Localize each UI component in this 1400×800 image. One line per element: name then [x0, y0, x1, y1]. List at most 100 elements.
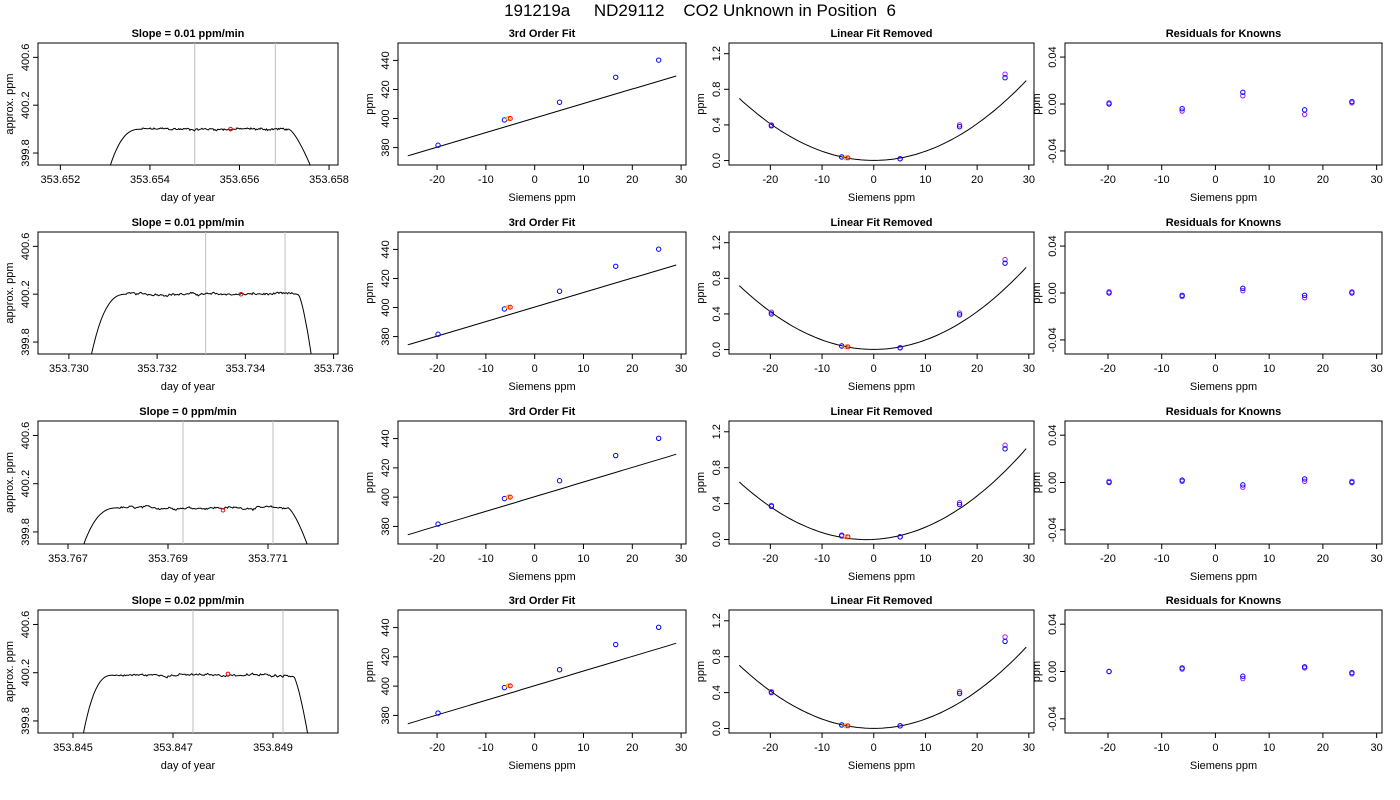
known-point-alt [1002, 442, 1008, 448]
y-tick-label: 0.00 [1047, 93, 1059, 114]
panel-title: Slope = 0.01 ppm/min [132, 28, 245, 40]
panel-title: Slope = 0.01 ppm/min [132, 217, 245, 229]
y-tick-label: 420 [380, 648, 392, 666]
known-point [768, 503, 775, 509]
plot-frame [37, 420, 339, 545]
y-tick-label: 1.2 [711, 424, 723, 439]
plot-frame [1064, 231, 1383, 355]
known-point [1240, 285, 1246, 292]
panel-title: Residuals for Knowns [1166, 217, 1282, 229]
known-point-alt [956, 122, 963, 128]
unknown-point [845, 344, 851, 350]
known-point [1240, 89, 1246, 95]
x-tick-label: -10 [1154, 742, 1170, 754]
known-point [556, 288, 563, 294]
x-tick-label: -20 [1100, 553, 1116, 565]
y-axis-label: approx. ppm [4, 262, 16, 323]
x-axis-label: Siemens ppm [848, 571, 915, 583]
x-tick-label: 30 [1023, 363, 1035, 375]
plot-area [738, 256, 1027, 351]
x-tick-label: 30 [675, 553, 687, 565]
plot-frame [397, 609, 687, 734]
x-tick-label: -10 [814, 553, 830, 565]
known-point [1002, 260, 1008, 266]
known-point [556, 478, 563, 484]
panel-title: 3rd Order Fit [509, 595, 576, 607]
x-axis-label: day of year [161, 760, 216, 772]
fit-curve [407, 264, 677, 346]
x-tick-label: 353.771 [248, 553, 288, 565]
x-tick-label: 353.656 [220, 174, 260, 186]
fit-curve [407, 642, 677, 725]
y-tick-label: 400 [380, 677, 392, 695]
panel-title: Slope = 0.02 ppm/min [132, 595, 245, 607]
y-tick-label: 0.04 [1047, 46, 1059, 67]
y-tick-label: 400.6 [20, 44, 32, 72]
plot-area [407, 57, 677, 157]
fit-curve [738, 448, 1027, 541]
x-tick-label: -10 [478, 174, 494, 186]
y-tick-label: 400.2 [20, 659, 32, 687]
plot-area [90, 232, 312, 354]
y-tick-label: 0.04 [1047, 235, 1059, 256]
panel-title: Slope = 0 ppm/min [139, 406, 237, 418]
unknown-point-alt [843, 723, 849, 729]
known-point [956, 312, 963, 318]
known-point-alt [768, 309, 775, 315]
y-tick-label: 400 [380, 488, 392, 506]
x-tick-label: -20 [1100, 742, 1116, 754]
x-axis-label: Siemens ppm [508, 760, 575, 772]
known-point-alt [1240, 287, 1246, 294]
unknown-average-point [220, 507, 226, 513]
y-tick-label: 400.2 [20, 91, 32, 119]
x-tick-label: 20 [971, 553, 983, 565]
unknown-point-alt [505, 494, 511, 500]
x-tick-label: 0 [871, 553, 877, 565]
known-point [613, 641, 619, 648]
x-tick-label: 0 [532, 742, 538, 754]
known-point [435, 521, 441, 527]
panel-r2-c1: Slope = 0.01 ppm/min 353.730 353.732 353.73… [4, 217, 353, 393]
x-tick-label: -10 [1154, 363, 1170, 375]
y-tick-label: -0.04 [1047, 138, 1059, 163]
known-point [1179, 292, 1185, 299]
x-tick-label: 30 [1023, 553, 1035, 565]
x-tick-label: 10 [577, 742, 589, 754]
known-point [1179, 665, 1185, 671]
plot-frame [1064, 609, 1383, 734]
y-tick-label: 0.4 [711, 117, 723, 132]
y-tick-label: -0.04 [1047, 706, 1059, 731]
x-axis-label: Siemens ppm [1190, 571, 1257, 583]
y-tick-label: 0.00 [1047, 282, 1059, 303]
panel-r3-c1: Slope = 0 ppm/min 353.767 353.769 353.771 39… [4, 406, 339, 583]
known-point [1002, 446, 1008, 452]
x-axis-label: day of year [161, 381, 216, 393]
plot-frame [397, 42, 687, 166]
y-tick-label: 0.00 [1047, 661, 1059, 682]
x-tick-label: 0 [1212, 363, 1218, 375]
known-point [956, 690, 963, 697]
y-tick-label: 400.6 [20, 422, 32, 450]
y-tick-label: 399.8 [20, 707, 32, 735]
y-tick-label: 440 [380, 618, 392, 636]
y-axis-label: ppm [1031, 282, 1043, 303]
y-tick-label: 400 [380, 109, 392, 127]
y-axis-label: ppm [364, 472, 376, 493]
x-tick-label: 353.652 [41, 174, 81, 186]
panel-r3-c3: Linear Fit Removed -20 -10 0 10 20 30 0.0 0.4 0.8… [695, 406, 1035, 583]
panel-title: Residuals for Knowns [1166, 28, 1282, 40]
plot-area [1106, 285, 1355, 301]
x-tick-label: 10 [919, 363, 931, 375]
x-axis-label: Siemens ppm [1190, 381, 1257, 393]
panel-title: 3rd Order Fit [509, 217, 576, 229]
y-tick-label: 440 [380, 51, 392, 69]
plot-frame [728, 231, 1035, 355]
panel-r4-c3: Linear Fit Removed -20 -10 0 10 20 30 0.0 0.4 0.8… [695, 595, 1035, 772]
fit-curve [407, 75, 677, 157]
panel-r3-c4: Residuals for Knowns -20 -10 0 10 20 30 -0.04 0.… [1031, 406, 1383, 583]
known-point [768, 689, 775, 696]
y-tick-label: 0.04 [1047, 424, 1059, 445]
y-tick-label: 0.8 [711, 82, 723, 97]
y-tick-label: 400 [380, 298, 392, 316]
y-tick-label: 420 [380, 80, 392, 98]
